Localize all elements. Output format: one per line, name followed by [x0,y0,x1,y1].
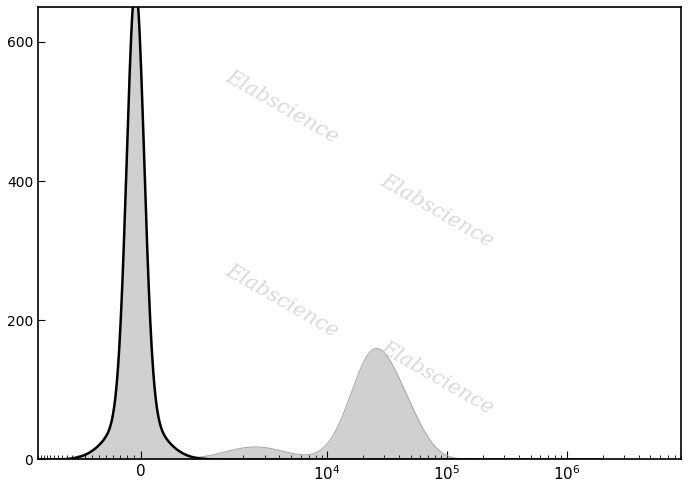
Text: Elabscience: Elabscience [377,171,497,250]
Text: Elabscience: Elabscience [377,338,497,418]
Text: Elabscience: Elabscience [223,67,342,147]
Text: Elabscience: Elabscience [223,261,342,341]
